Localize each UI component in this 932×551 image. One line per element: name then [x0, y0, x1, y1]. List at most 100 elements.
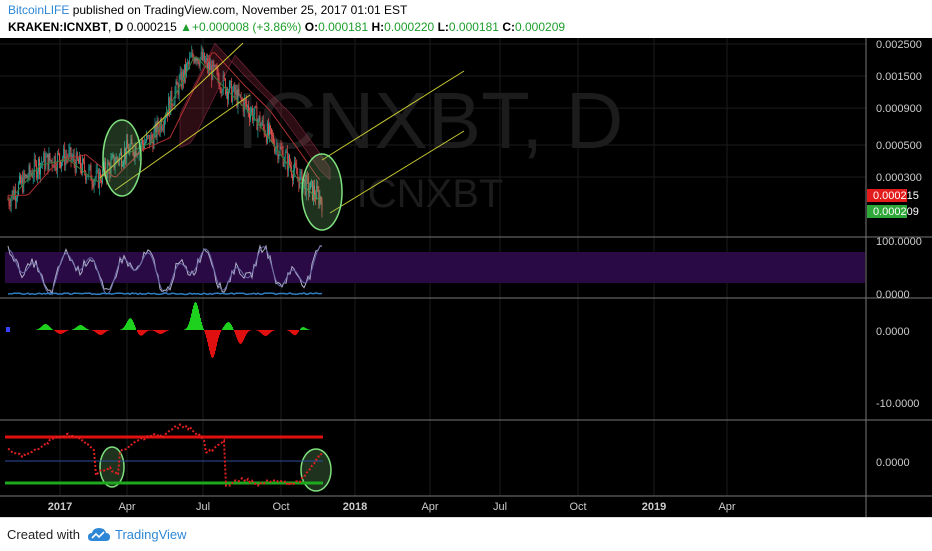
candle-body	[51, 160, 52, 161]
candle-body	[30, 165, 31, 173]
momentum-bar	[153, 330, 154, 331]
candle-body	[301, 171, 302, 174]
candle-body	[246, 101, 247, 106]
momentum-bar	[87, 329, 88, 330]
candle-body	[69, 151, 70, 158]
candle-body	[43, 153, 44, 162]
candle-body	[235, 90, 236, 94]
momentum-bar	[193, 305, 194, 330]
candle-body	[41, 163, 42, 164]
candle-body	[101, 181, 102, 183]
momentum-bar	[45, 324, 46, 330]
momentum-bar	[143, 330, 144, 334]
momentum-bar	[121, 329, 122, 330]
candle-body	[176, 81, 177, 91]
momentum-bar	[107, 330, 108, 331]
momentum-bar	[76, 327, 77, 330]
candle-body	[287, 152, 288, 171]
candle-body	[240, 95, 241, 96]
chart-header: BitcoinLIFE published on TradingView.com…	[0, 0, 932, 38]
momentum-bar	[302, 327, 303, 330]
momentum-bar	[225, 324, 226, 330]
candle-body	[90, 165, 91, 167]
candle-body	[202, 52, 203, 60]
candle-body	[157, 120, 158, 137]
candle-body	[80, 156, 81, 169]
momentum-bar	[223, 327, 224, 330]
momentum-bar	[84, 327, 85, 330]
momentum-bar	[37, 329, 38, 330]
momentum-bar	[186, 328, 187, 330]
author-link[interactable]: BitcoinLIFE	[8, 3, 69, 17]
momentum-bar	[81, 325, 82, 330]
candle-body	[96, 171, 97, 178]
momentum-bar	[144, 330, 145, 334]
momentum-bar	[80, 325, 81, 330]
momentum-bar	[140, 330, 141, 336]
momentum-bar	[137, 330, 138, 332]
momentum-bar	[213, 330, 214, 357]
momentum-bar	[129, 319, 130, 330]
candle-body	[21, 177, 22, 183]
momentum-bar	[141, 330, 142, 336]
candle-body	[93, 184, 94, 187]
candle-body	[245, 100, 246, 101]
candle-body	[279, 155, 280, 160]
candle-body	[264, 126, 265, 135]
momentum-bar	[135, 327, 136, 330]
momentum-bar	[156, 330, 157, 332]
tradingview-cloud-icon[interactable]	[87, 526, 111, 544]
candle-body	[249, 113, 250, 119]
momentum-bar	[209, 330, 210, 351]
candle-body	[48, 154, 49, 171]
candle-body	[222, 91, 223, 93]
momentum-bar	[57, 330, 58, 333]
momentum-bar	[229, 323, 230, 330]
momentum-bar	[300, 329, 301, 330]
momentum-bar	[147, 330, 148, 331]
candle-body	[181, 72, 182, 87]
candle-body	[142, 140, 143, 144]
momentum-bar	[195, 302, 196, 330]
tradingview-link[interactable]: TradingView	[115, 527, 187, 542]
momentum-bar	[157, 330, 158, 333]
candle-body	[83, 159, 84, 161]
candle-body	[252, 109, 253, 121]
momentum-bar	[200, 318, 201, 330]
momentum-bar	[124, 326, 125, 330]
candle-body	[269, 126, 270, 135]
momentum-bar	[303, 327, 304, 330]
watermark-small: ICNXBT	[357, 172, 504, 216]
momentum-bar	[226, 323, 227, 330]
momentum-bar	[98, 330, 99, 334]
chart-area[interactable]: ICNXBT, D ICNXBT	[0, 38, 932, 517]
momentum-bar	[287, 330, 288, 331]
momentum-bar	[227, 322, 228, 330]
candle-body	[284, 162, 285, 166]
price-tick-label: 0.000900	[876, 103, 922, 115]
momentum-bar	[217, 330, 218, 342]
momentum-bar	[204, 330, 205, 331]
candle-body	[294, 163, 295, 171]
ohlc-line: KRAKEN:ICNXBT, D 0.000215 ▲+0.000008 (+3…	[8, 20, 565, 34]
momentum-bar	[267, 330, 268, 335]
momentum-bar	[131, 319, 132, 330]
momentum-bar	[199, 314, 200, 330]
candle-body	[263, 120, 264, 126]
candle-body	[270, 126, 271, 129]
momentum-bar	[50, 328, 51, 330]
momentum-bar	[263, 330, 264, 335]
candle-body	[276, 146, 277, 148]
candle-body	[281, 147, 282, 149]
momentum-bar	[128, 320, 129, 330]
candle-body	[67, 157, 68, 158]
momentum-bar	[41, 326, 42, 330]
candle-body	[300, 173, 301, 187]
candle-body	[91, 165, 92, 180]
low-label: L:	[438, 20, 449, 34]
momentum-bar	[294, 330, 295, 335]
momentum-bar	[239, 330, 240, 343]
symbol-label[interactable]: KRAKEN:ICNXBT	[8, 20, 108, 34]
momentum-bar	[305, 328, 306, 330]
